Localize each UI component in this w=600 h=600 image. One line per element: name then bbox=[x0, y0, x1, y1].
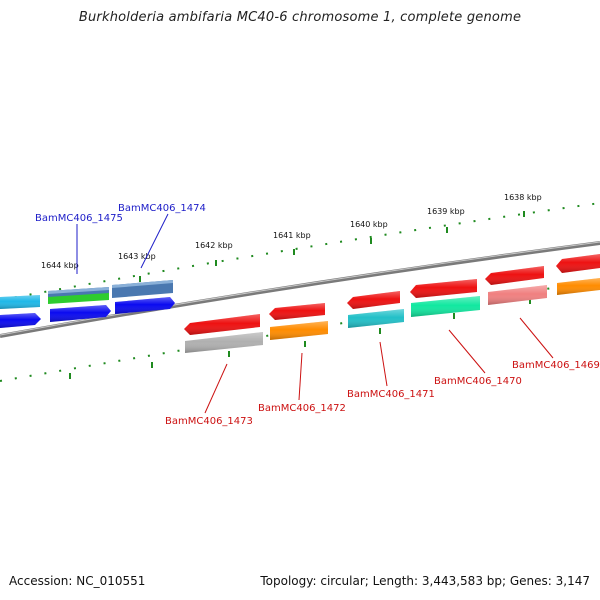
gene-shading bbox=[0, 254, 600, 353]
gene-label-1475: BamMC406_1475 bbox=[35, 213, 123, 224]
gene-label-1474: BamMC406_1474 bbox=[118, 203, 206, 214]
leader-1469 bbox=[519, 317, 554, 359]
scale-label-1641: 1641 kbp bbox=[273, 231, 311, 240]
scale-label-1639: 1639 kbp bbox=[427, 207, 465, 216]
lower-major-ticks bbox=[69, 298, 531, 379]
gene-label-1470: BamMC406_1470 bbox=[434, 376, 522, 387]
gene-label-1473: BamMC406_1473 bbox=[165, 416, 253, 427]
gene-label-1471: BamMC406_1471 bbox=[347, 389, 435, 400]
gene-label-1469: BamMC406_1469 bbox=[512, 360, 600, 371]
scale-label-1640: 1640 kbp bbox=[350, 220, 388, 229]
leader-1474 bbox=[140, 213, 169, 269]
leader-1470 bbox=[448, 329, 486, 374]
scale-label-1638: 1638 kbp bbox=[504, 193, 542, 202]
genome-backbone-highlight bbox=[0, 241, 600, 336]
map-title: Burkholderia ambifaria MC40-6 chromosome… bbox=[78, 10, 522, 25]
gene-label-1472: BamMC406_1472 bbox=[258, 403, 346, 414]
leader-1471 bbox=[379, 341, 388, 387]
leader-1473 bbox=[204, 363, 228, 414]
accession-label: Accession: NC_010551 bbox=[9, 574, 146, 588]
leader-1472 bbox=[298, 352, 303, 401]
genome-summary: Topology: circular; Length: 3,443,583 bp… bbox=[260, 574, 590, 588]
genome-backbone bbox=[0, 241, 600, 338]
gene-green-1475[interactable] bbox=[48, 293, 109, 304]
scale-label-1642: 1642 kbp bbox=[195, 241, 233, 250]
scale-label-1644: 1644 kbp bbox=[41, 261, 79, 270]
scale-label-1643: 1643 kbp bbox=[118, 252, 156, 261]
